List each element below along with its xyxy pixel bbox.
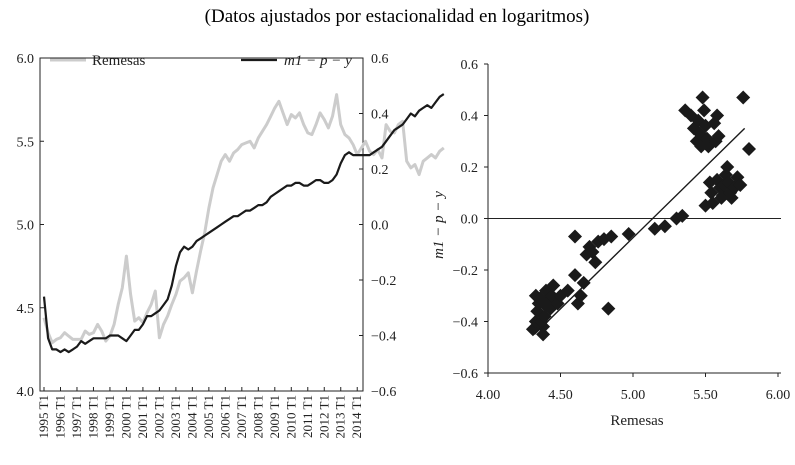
scatter-point	[695, 90, 710, 105]
x-tick-label: 2011 T1	[300, 395, 315, 438]
scatter-y-tick-label: 0.6	[461, 58, 479, 73]
figure-subtitle: (Datos ajustados por estacionalidad en l…	[205, 6, 590, 27]
scatter-chart: −0.6 −0.4 −0.2 0.0 0.2 0.4 0.6 4.00 4.50 5.00 5.5…	[431, 58, 790, 429]
scatter-y-label: m1 − p − y	[431, 191, 447, 259]
scatter-point	[736, 90, 751, 105]
right-y-tick-label: 0.6	[371, 52, 389, 67]
scatter-point	[710, 108, 725, 123]
x-tick-label: 2003 T1	[168, 395, 183, 438]
left-x-axis: 1995 T1 1996 T1 1997 T1 1998 T1 1999 T1 2000 …	[36, 387, 364, 438]
x-tick-label: 2008 T1	[250, 395, 265, 438]
x-tick-label: 2010 T1	[283, 395, 298, 438]
legend: Remesas m1 − p − y	[50, 53, 352, 69]
scatter-point	[568, 229, 582, 244]
scatter-point	[742, 141, 756, 156]
x-tick-label: 1997 T1	[69, 395, 84, 438]
legend-label-remesas: Remesas	[92, 53, 145, 69]
scatter-y-tick-label: 0.0	[461, 213, 479, 228]
x-tick-label: 1995 T1	[36, 395, 51, 438]
scatter-x-axis: 4.00 4.50 5.00 5.50 6.00	[476, 373, 791, 403]
scatter-point	[568, 268, 582, 283]
scatter-point	[621, 226, 636, 241]
scatter-point	[657, 219, 672, 234]
x-tick-label: 2005 T1	[201, 395, 216, 438]
scatter-y-tick-label: 0.4	[461, 110, 479, 125]
scatter-point	[675, 208, 690, 223]
scatter-y-tick-label: 0.2	[461, 161, 479, 176]
right-y-tick-label: 0.2	[371, 163, 389, 178]
scatter-point	[647, 221, 662, 236]
legend-label-money: m1 − p − y	[284, 53, 352, 69]
scatter-point	[724, 190, 739, 205]
x-tick-label: 1996 T1	[52, 395, 67, 438]
scatter-axis-labels: Remesas m1 − p − y	[431, 191, 664, 429]
scatter-x-tick-label: 4.00	[476, 388, 501, 403]
x-tick-label: 2013 T1	[333, 395, 348, 438]
money-demand-line	[42, 93, 445, 354]
left-y-axis: 4.0 4.5 5.0 5.5 6.0	[17, 52, 44, 400]
scatter-point	[711, 129, 726, 144]
scatter-point	[720, 160, 735, 174]
scatter-point	[576, 275, 591, 290]
scatter-point	[560, 283, 575, 298]
time-series-chart: 4.0 4.5 5.0 5.5 6.0 −0.6 −0.4 −0.2 0.0 0.2 0.4 0.6…	[17, 52, 445, 438]
x-tick-label: 2001 T1	[135, 395, 150, 438]
left-y-tick-label: 4.5	[17, 302, 35, 317]
scatter-x-tick-label: 5.00	[621, 388, 646, 403]
x-tick-label: 2000 T1	[118, 395, 133, 438]
left-y-tick-label: 5.0	[17, 219, 35, 234]
x-tick-label: 2004 T1	[184, 395, 199, 438]
scatter-y-tick-label: −0.2	[453, 264, 478, 279]
series-group	[42, 93, 445, 354]
scatter-x-tick-label: 6.00	[766, 388, 791, 403]
right-y-tick-label: 0.4	[371, 108, 389, 123]
right-y-tick-label: 0.0	[371, 219, 389, 234]
scatter-point	[604, 229, 619, 244]
scatter-y-axis: −0.6 −0.4 −0.2 0.0 0.2 0.4 0.6	[453, 58, 781, 382]
scatter-x-tick-label: 5.50	[693, 388, 718, 403]
x-tick-label: 1998 T1	[85, 395, 100, 438]
x-tick-label: 2002 T1	[151, 395, 166, 438]
scatter-x-tick-label: 4.50	[548, 388, 573, 403]
x-tick-label: 2009 T1	[267, 395, 282, 438]
scatter-point	[588, 255, 603, 270]
scatter-y-tick-label: −0.4	[453, 316, 478, 331]
scatter-point	[601, 301, 616, 316]
right-y-tick-label: −0.6	[371, 385, 396, 400]
scatter-x-label: Remesas	[610, 413, 663, 429]
x-tick-label: 2006 T1	[217, 395, 232, 438]
right-y-tick-label: −0.2	[371, 274, 396, 289]
left-y-tick-label: 6.0	[17, 52, 35, 67]
right-y-tick-label: −0.4	[371, 330, 396, 345]
left-y-tick-label: 4.0	[17, 385, 35, 400]
right-y-axis: −0.6 −0.4 −0.2 0.0 0.2 0.4 0.6	[359, 52, 396, 400]
left-y-tick-label: 5.5	[17, 135, 35, 150]
scatter-point	[546, 278, 561, 293]
x-tick-label: 1999 T1	[102, 395, 117, 438]
x-tick-label: 2012 T1	[316, 395, 331, 438]
x-tick-label: 2014 T1	[349, 395, 364, 438]
scatter-point	[733, 178, 748, 193]
scatter-points	[525, 90, 756, 342]
fit-line	[533, 127, 746, 335]
x-tick-label: 2007 T1	[234, 395, 249, 438]
scatter-y-tick-label: −0.6	[453, 367, 478, 382]
scatter-point	[536, 327, 551, 342]
scatter-point	[585, 244, 600, 259]
scatter-point	[697, 103, 712, 118]
